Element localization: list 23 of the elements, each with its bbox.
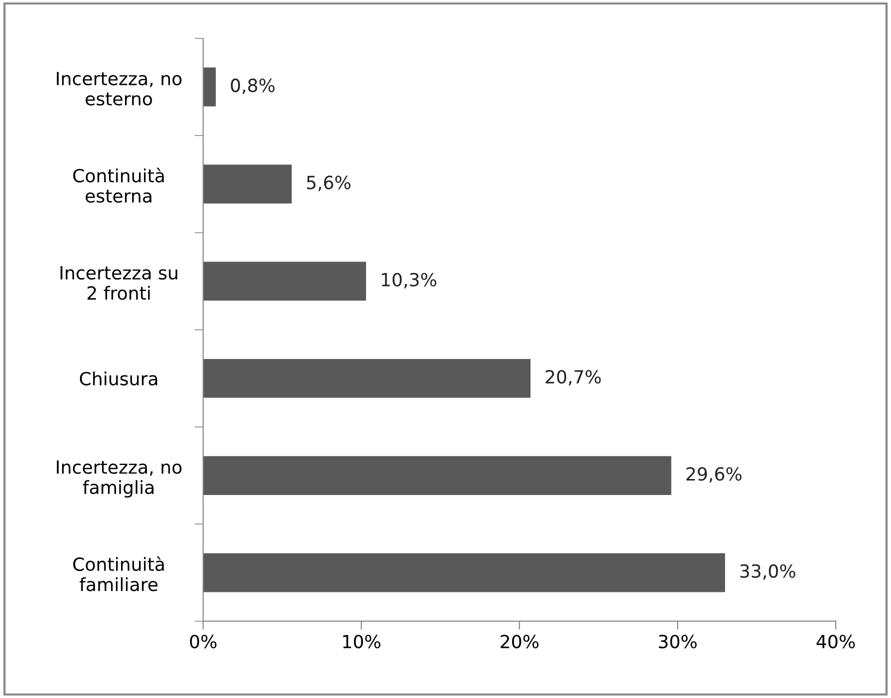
data-label: 5,6% bbox=[306, 176, 350, 192]
bar bbox=[203, 164, 292, 204]
bar bbox=[203, 358, 531, 398]
bar bbox=[203, 68, 216, 106]
x-tick-label: 0% bbox=[190, 634, 216, 648]
x-tick-label: 10% bbox=[343, 634, 380, 648]
data-label: 20,7% bbox=[546, 370, 601, 386]
data-label: 33,0% bbox=[740, 564, 796, 580]
x-tick-label: 30% bbox=[658, 634, 697, 648]
y-tick-label: Incertezza su 2 fronti bbox=[60, 266, 178, 300]
x-tick-label: 20% bbox=[500, 634, 539, 648]
y-tick-label: Chiusura bbox=[80, 372, 158, 386]
x-tick-label: 40% bbox=[816, 634, 855, 648]
data-label: 0,8% bbox=[230, 78, 275, 94]
bar bbox=[203, 456, 672, 495]
data-label: 10,3% bbox=[382, 272, 436, 288]
y-tick-label: Continuità esterna bbox=[73, 168, 164, 203]
y-tick-label: Continuità familiare bbox=[73, 556, 164, 592]
y-tick-label: Incertezza, no famiglia bbox=[56, 460, 182, 498]
bar bbox=[203, 262, 366, 301]
y-tick-label: Incertezza, no esterno bbox=[56, 72, 182, 106]
data-label: 29,6% bbox=[686, 467, 742, 483]
bar bbox=[203, 553, 726, 592]
